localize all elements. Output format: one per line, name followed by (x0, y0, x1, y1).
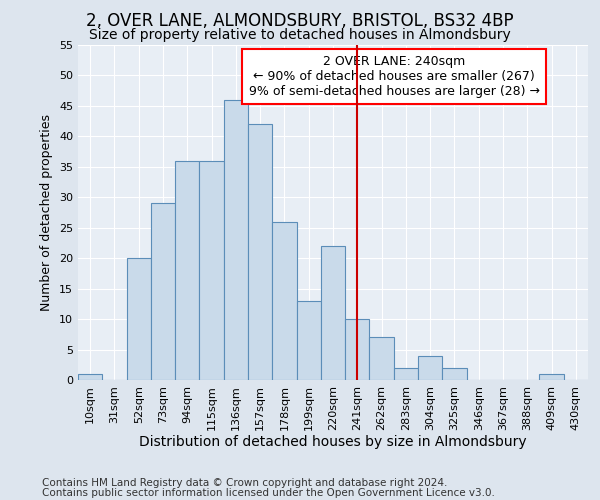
Bar (248, 124, 272, 380)
Bar (296, 301, 321, 380)
Bar (442, 368, 467, 380)
Bar (175, 160, 199, 380)
Bar (272, 222, 296, 380)
Text: Size of property relative to detached houses in Almondsbury: Size of property relative to detached ho… (89, 28, 511, 42)
Text: 2, OVER LANE, ALMONDSBURY, BRISTOL, BS32 4BP: 2, OVER LANE, ALMONDSBURY, BRISTOL, BS32… (86, 12, 514, 30)
Bar (539, 374, 564, 380)
Text: 2 OVER LANE: 240sqm
← 90% of detached houses are smaller (267)
9% of semi-detach: 2 OVER LANE: 240sqm ← 90% of detached ho… (249, 55, 540, 98)
Text: Contains HM Land Registry data © Crown copyright and database right 2024.: Contains HM Land Registry data © Crown c… (42, 478, 448, 488)
Bar (345, 319, 370, 380)
Bar (224, 100, 248, 380)
X-axis label: Distribution of detached houses by size in Almondsbury: Distribution of detached houses by size … (139, 436, 527, 450)
Bar (418, 356, 442, 380)
Bar (151, 204, 175, 380)
Bar (394, 368, 418, 380)
Bar (127, 258, 151, 380)
Text: Contains public sector information licensed under the Open Government Licence v3: Contains public sector information licen… (42, 488, 495, 498)
Bar (321, 246, 345, 380)
Bar (370, 338, 394, 380)
Bar (199, 160, 224, 380)
Bar (78, 374, 102, 380)
Y-axis label: Number of detached properties: Number of detached properties (40, 114, 53, 311)
